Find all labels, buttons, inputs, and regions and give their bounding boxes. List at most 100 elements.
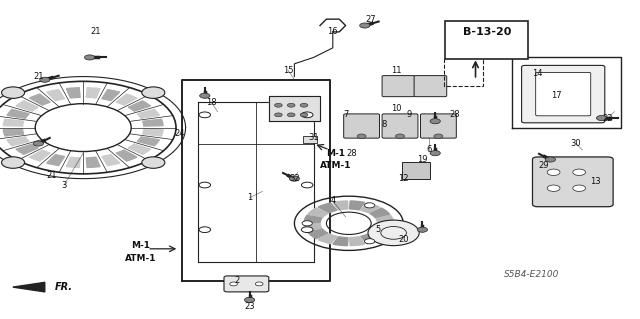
Polygon shape <box>16 144 38 154</box>
Polygon shape <box>47 155 65 166</box>
Polygon shape <box>308 208 328 218</box>
Polygon shape <box>67 88 80 98</box>
Circle shape <box>365 239 375 244</box>
Circle shape <box>547 185 560 191</box>
Circle shape <box>545 157 556 162</box>
Text: 18: 18 <box>206 98 216 107</box>
Polygon shape <box>16 101 38 111</box>
Circle shape <box>84 55 95 60</box>
Polygon shape <box>86 88 100 98</box>
Circle shape <box>547 169 560 175</box>
Text: 16: 16 <box>328 27 338 36</box>
Circle shape <box>200 93 210 98</box>
Circle shape <box>199 112 211 118</box>
Circle shape <box>230 282 237 286</box>
Circle shape <box>255 282 263 286</box>
Polygon shape <box>370 229 390 239</box>
Circle shape <box>1 87 24 98</box>
Circle shape <box>199 182 211 188</box>
Circle shape <box>434 134 443 138</box>
Polygon shape <box>376 215 394 223</box>
Text: 6: 6 <box>426 145 431 154</box>
Circle shape <box>40 77 50 82</box>
Text: ATM-1: ATM-1 <box>125 254 157 263</box>
Text: 14: 14 <box>532 69 543 78</box>
Circle shape <box>301 182 313 188</box>
Polygon shape <box>102 90 120 100</box>
Polygon shape <box>7 109 29 118</box>
Polygon shape <box>333 201 348 210</box>
Circle shape <box>287 113 295 117</box>
FancyBboxPatch shape <box>344 114 380 138</box>
Polygon shape <box>333 237 348 246</box>
Circle shape <box>368 220 419 246</box>
Polygon shape <box>29 94 50 105</box>
Polygon shape <box>360 234 380 244</box>
Text: 31: 31 <box>308 133 319 142</box>
Circle shape <box>596 115 607 121</box>
Circle shape <box>301 112 313 118</box>
FancyBboxPatch shape <box>303 136 317 143</box>
Text: M-1: M-1 <box>326 149 346 158</box>
Text: 28: 28 <box>347 149 357 158</box>
Circle shape <box>301 227 313 233</box>
Text: 2: 2 <box>234 276 239 285</box>
Text: 9: 9 <box>407 110 412 119</box>
Circle shape <box>142 157 165 168</box>
Circle shape <box>287 103 295 107</box>
Polygon shape <box>138 137 159 146</box>
Circle shape <box>199 227 211 233</box>
Circle shape <box>396 134 404 138</box>
FancyBboxPatch shape <box>382 76 415 97</box>
Circle shape <box>300 113 308 117</box>
Text: 30: 30 <box>571 139 581 148</box>
Text: 21: 21 <box>33 72 44 81</box>
Circle shape <box>142 87 165 98</box>
Polygon shape <box>304 224 322 231</box>
Text: S5B4-E2100: S5B4-E2100 <box>504 270 559 279</box>
Text: FR.: FR. <box>54 282 72 292</box>
Circle shape <box>417 227 428 232</box>
Polygon shape <box>370 208 390 218</box>
Circle shape <box>1 157 24 168</box>
Polygon shape <box>128 101 150 111</box>
Polygon shape <box>318 234 337 244</box>
Circle shape <box>289 176 300 181</box>
Circle shape <box>302 221 312 226</box>
Polygon shape <box>360 203 380 213</box>
Polygon shape <box>47 90 65 100</box>
Polygon shape <box>318 203 337 213</box>
Polygon shape <box>13 282 45 292</box>
Text: 20: 20 <box>398 235 408 244</box>
Text: 10: 10 <box>392 104 402 113</box>
Polygon shape <box>304 215 322 223</box>
Polygon shape <box>7 137 29 146</box>
FancyBboxPatch shape <box>536 72 591 116</box>
Polygon shape <box>269 96 320 121</box>
Text: 19: 19 <box>417 155 428 164</box>
Text: 23: 23 <box>244 302 255 311</box>
Text: 4: 4 <box>330 197 335 205</box>
Polygon shape <box>116 94 137 105</box>
Text: 3: 3 <box>61 181 67 189</box>
Text: B-13-20: B-13-20 <box>463 27 512 37</box>
Text: 12: 12 <box>398 174 408 183</box>
Polygon shape <box>3 129 24 136</box>
Polygon shape <box>143 129 163 136</box>
Text: 1: 1 <box>247 193 252 202</box>
Text: M-1: M-1 <box>131 241 150 250</box>
Circle shape <box>275 113 282 117</box>
Polygon shape <box>86 157 100 167</box>
Text: 17: 17 <box>552 91 562 100</box>
Circle shape <box>300 103 308 107</box>
Circle shape <box>275 103 282 107</box>
Text: 15: 15 <box>283 66 293 75</box>
Polygon shape <box>376 224 394 231</box>
Polygon shape <box>102 155 120 166</box>
Polygon shape <box>67 157 80 167</box>
Text: 32: 32 <box>289 174 300 183</box>
Text: 28: 28 <box>449 110 460 119</box>
Circle shape <box>360 23 370 28</box>
FancyBboxPatch shape <box>445 21 528 59</box>
Text: 22: 22 <box>603 114 613 122</box>
